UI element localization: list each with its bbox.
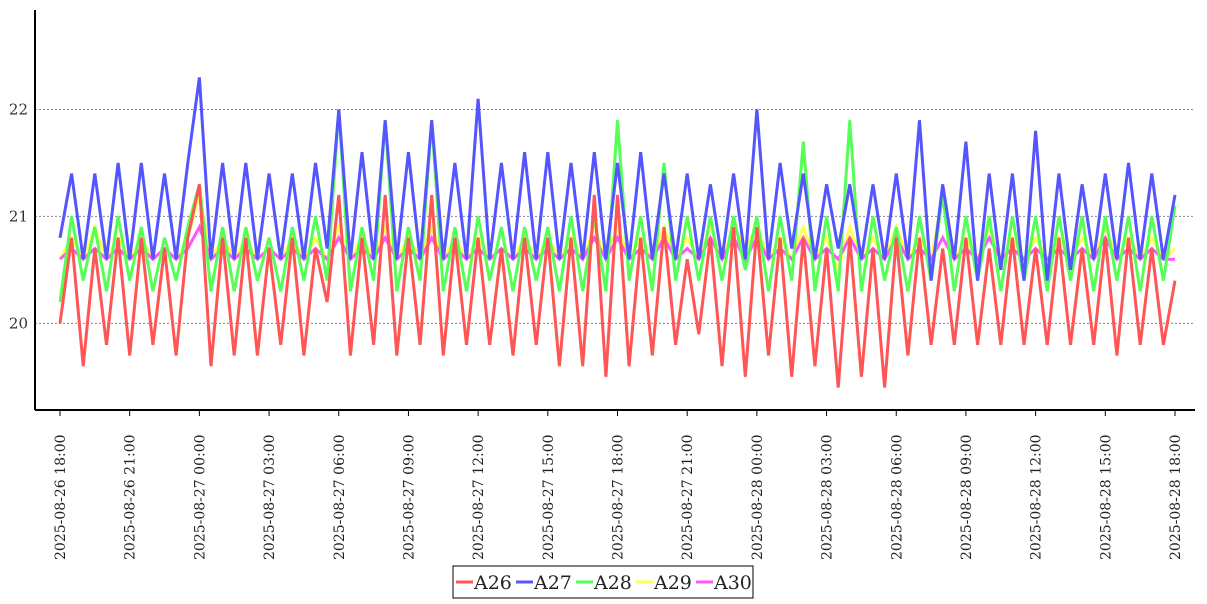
x-ticks: 2025-08-26 18:00 2025-08-26 21:00 2025-08-… [53,410,1184,560]
legend-label-a30: A30 [713,572,752,594]
legend-label-a28: A28 [593,572,632,594]
legend: A26 A27 A28 A29 A30 [452,565,754,599]
x-tick-label: 2025-08-28 09:00 [959,434,975,560]
x-tick-label: 2025-08-27 03:00 [262,434,278,560]
legend-label-a27: A27 [533,572,572,594]
x-tick-label: 2025-08-28 03:00 [820,434,836,560]
x-tick-label: 2025-08-26 21:00 [123,434,139,560]
series-line-a26 [58,183,1177,388]
x-tick-label: 2025-08-27 18:00 [611,434,627,560]
x-tick-label: 2025-08-28 12:00 [1029,434,1045,560]
series-lines [58,77,1177,388]
legend-label-a26: A26 [473,572,512,594]
x-tick-label: 2025-08-28 15:00 [1098,434,1114,560]
y-tick-label: 21 [9,207,28,225]
legend-label-a29: A29 [653,572,692,594]
series-line-a28 [58,109,1177,303]
x-tick-label: 2025-08-27 06:00 [332,434,348,560]
x-tick-label: 2025-08-26 18:00 [53,434,69,560]
x-tick-label: 2025-08-27 15:00 [541,434,557,560]
x-tick-label: 2025-08-27 09:00 [401,434,417,560]
x-tick-label: 2025-08-27 12:00 [471,434,487,560]
x-tick-label: 2025-08-28 18:00 [1168,434,1184,560]
x-tick-label: 2025-08-27 00:00 [192,434,208,560]
x-tick-label: 2025-08-28 06:00 [889,434,905,560]
y-tick-label: 20 [9,314,28,332]
x-tick-label: 2025-08-27 21:00 [680,434,696,560]
y-tick-label: 22 [9,100,28,118]
x-tick-label: 2025-08-28 00:00 [750,434,766,560]
series-line-a27 [58,77,1177,281]
y-ticks: 20 21 22 [9,100,28,332]
